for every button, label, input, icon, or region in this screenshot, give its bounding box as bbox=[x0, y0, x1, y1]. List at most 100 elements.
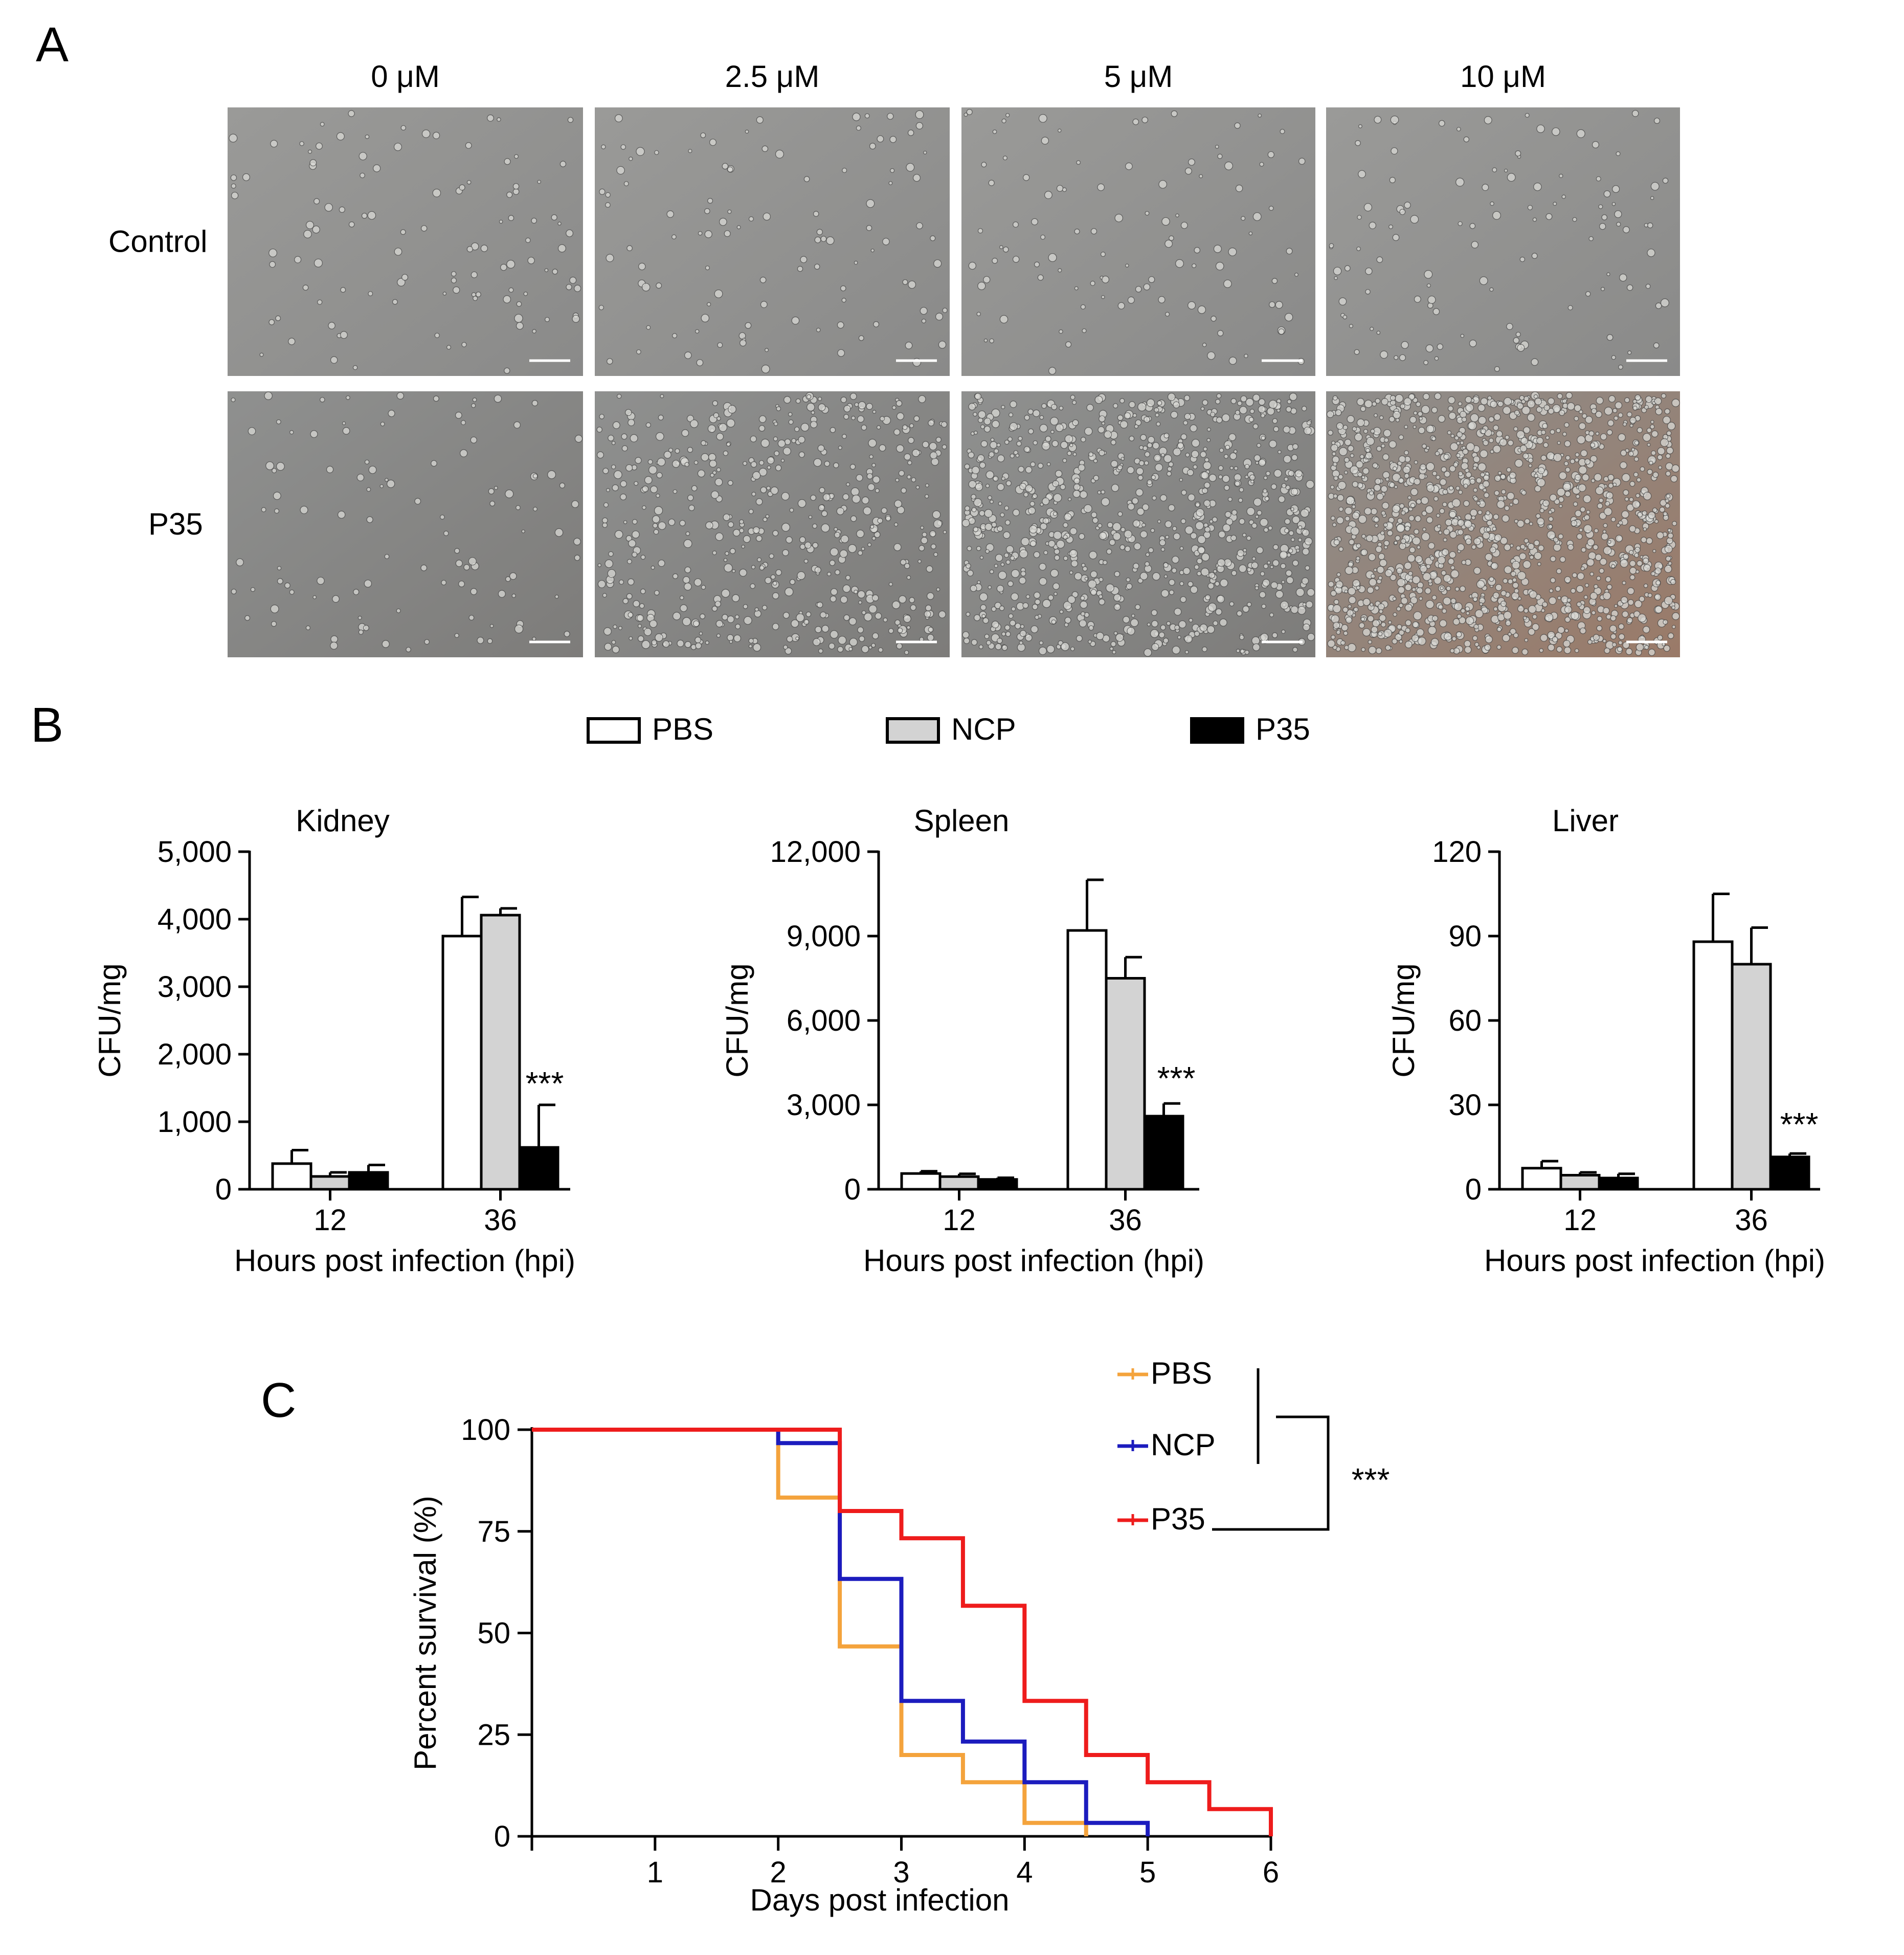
cell bbox=[1160, 453, 1165, 457]
cell bbox=[1661, 393, 1667, 399]
cell bbox=[1559, 556, 1566, 563]
cell bbox=[441, 580, 446, 586]
cell bbox=[1504, 397, 1512, 406]
cell bbox=[701, 440, 706, 446]
cell bbox=[879, 444, 886, 452]
cell bbox=[1398, 434, 1404, 440]
cell bbox=[1336, 572, 1341, 577]
cell bbox=[1557, 393, 1563, 399]
cell bbox=[1577, 572, 1585, 580]
cell bbox=[1109, 539, 1116, 546]
micrograph-background bbox=[595, 107, 950, 376]
cell bbox=[1025, 466, 1033, 474]
cell bbox=[1080, 601, 1088, 609]
cell bbox=[626, 593, 633, 599]
cell bbox=[1426, 283, 1431, 288]
cell bbox=[1063, 522, 1068, 528]
cell bbox=[973, 412, 977, 417]
cell bbox=[1521, 490, 1527, 496]
cell bbox=[487, 114, 494, 122]
cell bbox=[867, 542, 872, 547]
cell bbox=[858, 600, 862, 605]
cell bbox=[1358, 622, 1365, 629]
cell bbox=[1609, 625, 1617, 633]
cell bbox=[1156, 421, 1161, 427]
row-label: P35 bbox=[148, 507, 203, 541]
cell bbox=[1654, 519, 1659, 524]
cell bbox=[1564, 461, 1569, 466]
cell bbox=[1111, 484, 1119, 492]
cell bbox=[1371, 573, 1376, 579]
cell bbox=[1375, 398, 1381, 404]
cell bbox=[921, 319, 926, 324]
cell bbox=[1437, 343, 1443, 350]
cell bbox=[1477, 510, 1483, 515]
cell bbox=[754, 610, 761, 617]
cell bbox=[989, 451, 995, 458]
cell bbox=[912, 449, 920, 457]
cell bbox=[1483, 440, 1489, 446]
cell bbox=[1635, 569, 1640, 574]
cell bbox=[842, 434, 847, 439]
cell bbox=[1019, 576, 1026, 585]
cell bbox=[1253, 498, 1262, 506]
cell bbox=[985, 549, 990, 554]
cell bbox=[1251, 522, 1258, 529]
cell bbox=[532, 636, 536, 641]
cell bbox=[1531, 253, 1538, 259]
cell bbox=[1009, 422, 1018, 431]
cell bbox=[1445, 519, 1452, 526]
cell bbox=[682, 576, 690, 584]
cell bbox=[1502, 515, 1510, 523]
cell bbox=[772, 592, 779, 599]
cell bbox=[1373, 517, 1380, 523]
cell bbox=[1042, 497, 1050, 505]
cell bbox=[461, 342, 467, 347]
cell bbox=[854, 260, 858, 265]
cell bbox=[1219, 618, 1227, 627]
cell bbox=[1497, 471, 1502, 475]
cell bbox=[1141, 523, 1146, 527]
cell bbox=[835, 569, 840, 575]
cell bbox=[1426, 516, 1433, 524]
y-tick-label: 5,000 bbox=[158, 835, 232, 869]
cell bbox=[1001, 645, 1008, 651]
cell bbox=[1306, 420, 1312, 426]
cell bbox=[473, 296, 478, 301]
cell bbox=[1502, 634, 1510, 642]
cell bbox=[305, 220, 314, 229]
cell bbox=[813, 458, 822, 467]
cell bbox=[1384, 569, 1393, 577]
cell bbox=[1144, 460, 1149, 465]
cell bbox=[1477, 462, 1487, 472]
cell bbox=[861, 547, 865, 551]
cell bbox=[864, 612, 872, 621]
cell bbox=[756, 116, 764, 124]
cell bbox=[656, 472, 663, 479]
cell bbox=[1248, 231, 1253, 236]
cell bbox=[1239, 487, 1244, 493]
cell bbox=[1548, 524, 1553, 529]
cell bbox=[1614, 415, 1619, 421]
cell bbox=[1458, 490, 1463, 495]
cell bbox=[729, 640, 733, 644]
cell bbox=[608, 435, 614, 441]
cell bbox=[1612, 642, 1617, 647]
cell bbox=[231, 589, 237, 594]
cell bbox=[696, 359, 704, 366]
cell bbox=[1548, 643, 1555, 651]
cell bbox=[650, 485, 658, 493]
cell bbox=[1637, 560, 1643, 567]
cell bbox=[807, 403, 815, 412]
cell bbox=[1022, 602, 1029, 609]
x-tick-label: 36 bbox=[1735, 1204, 1768, 1237]
cell bbox=[1570, 588, 1576, 594]
cell bbox=[839, 549, 848, 558]
cell bbox=[772, 530, 779, 537]
cell bbox=[838, 636, 847, 645]
cell bbox=[765, 348, 769, 352]
cell bbox=[508, 287, 514, 293]
cell bbox=[685, 531, 690, 536]
cell bbox=[1657, 447, 1665, 455]
cell bbox=[1117, 464, 1123, 471]
